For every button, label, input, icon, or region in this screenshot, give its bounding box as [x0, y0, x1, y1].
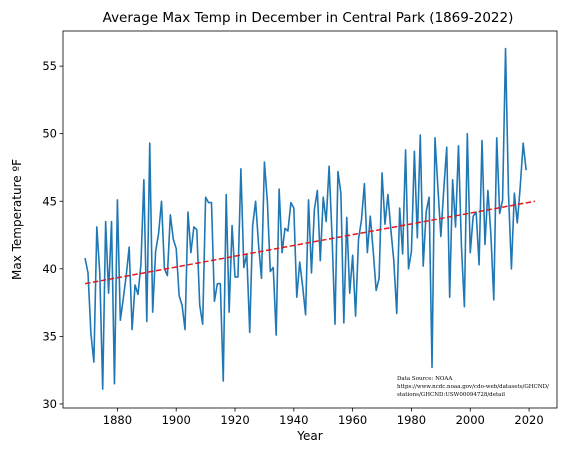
trend-line	[84, 200, 536, 285]
x-tick-label: 2020	[514, 413, 543, 427]
y-tick-label: 45	[42, 194, 57, 208]
source-line: stations/GHCND:USW00094728/detail	[397, 392, 505, 398]
y-tick-label: 50	[42, 127, 57, 141]
x-tick-label: 1920	[220, 413, 249, 427]
series-lines	[84, 47, 536, 390]
y-axis-label: Max Temperature ºF	[10, 159, 24, 280]
chart-title: Average Max Temp in December in Central …	[103, 10, 514, 26]
x-tick-label: 1880	[103, 413, 132, 427]
source-line: https://www.ncdc.noaa.gov/cdo-web/datase…	[397, 384, 549, 390]
x-tick-label: 1900	[162, 413, 191, 427]
x-tick-label: 2000	[456, 413, 485, 427]
source-line: Data Source: NOAA	[397, 376, 453, 382]
y-tick-label: 30	[42, 397, 57, 411]
y-tick-label: 40	[42, 262, 57, 276]
temperature-series-line	[84, 47, 527, 390]
y-tick-label: 35	[42, 329, 57, 343]
data-source-annotation: Data Source: NOAA https://www.ncdc.noaa.g…	[397, 376, 549, 398]
x-tick-label: 1960	[338, 413, 367, 427]
y-tick-label: 55	[42, 59, 57, 73]
x-tick-label: 1940	[279, 413, 308, 427]
plot-area	[62, 30, 558, 409]
x-axis: 1880 1900 1920 1940 1960 1980 2000 2020	[103, 408, 544, 427]
y-axis: 30 35 40 45 50 55	[42, 59, 63, 411]
x-tick-label: 1980	[397, 413, 426, 427]
x-axis-label: Year	[296, 429, 322, 443]
